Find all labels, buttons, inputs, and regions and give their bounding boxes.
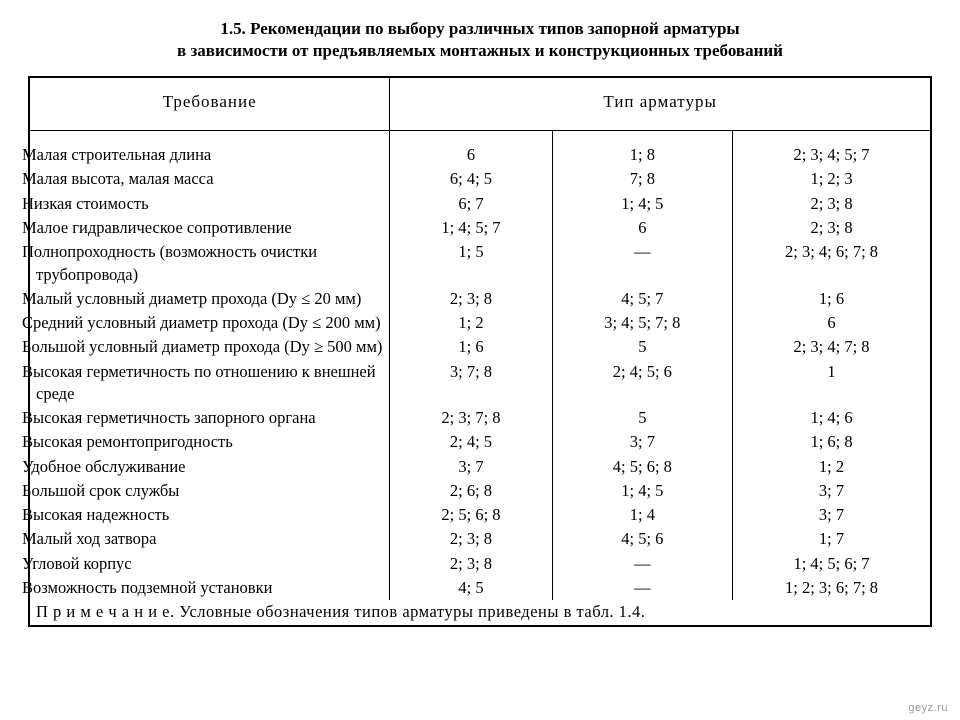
table-caption: 1.5. Рекомендации по выбору различных ти… bbox=[28, 18, 932, 62]
table-row: Высокая герметичность запорного органа2;… bbox=[29, 406, 931, 430]
value-cell: 1; 8 bbox=[552, 143, 732, 167]
spacer-row bbox=[29, 131, 931, 144]
table-row: Малая строительная длина61; 82; 3; 4; 5;… bbox=[29, 143, 931, 167]
table-row: Малая высота, малая масса6; 4; 57; 81; 2… bbox=[29, 167, 931, 191]
requirement-cell: Высокая надежность bbox=[29, 503, 390, 527]
value-cell: 2; 4; 5; 6 bbox=[552, 360, 732, 407]
table-row: Малое гидравлическое сопротивление1; 4; … bbox=[29, 216, 931, 240]
recommendations-table: Требование Тип арматуры Малая строительн… bbox=[28, 76, 932, 626]
value-cell: 3; 7 bbox=[733, 479, 931, 503]
value-cell: 1; 4; 5 bbox=[552, 192, 732, 216]
value-cell: 1; 2; 3 bbox=[733, 167, 931, 191]
value-cell: 7; 8 bbox=[552, 167, 732, 191]
value-cell: 3; 7; 8 bbox=[390, 360, 552, 407]
value-cell: — bbox=[552, 552, 732, 576]
table-row: Полнопроходность (возможность очистки тр… bbox=[29, 240, 931, 287]
value-cell: 1; 6 bbox=[733, 287, 931, 311]
value-cell: 1; 4; 6 bbox=[733, 406, 931, 430]
value-cell: 1; 2 bbox=[390, 311, 552, 335]
table-row: Большой срок службы2; 6; 81; 4; 53; 7 bbox=[29, 479, 931, 503]
requirement-cell: Высокая ремонтопригодность bbox=[29, 430, 390, 454]
value-cell: 6; 7 bbox=[390, 192, 552, 216]
table-row: Угловой корпус2; 3; 8—1; 4; 5; 6; 7 bbox=[29, 552, 931, 576]
requirement-cell: Высокая герметичность по отношению к вне… bbox=[29, 360, 390, 407]
value-cell: 2; 3; 8 bbox=[390, 552, 552, 576]
value-cell: 1; 7 bbox=[733, 527, 931, 551]
requirement-cell: Малый условный диаметр прохода (Dу ≤ 20 … bbox=[29, 287, 390, 311]
table-row: Высокая надежность2; 5; 6; 81; 43; 7 bbox=[29, 503, 931, 527]
value-cell: 2; 3; 8 bbox=[390, 527, 552, 551]
caption-line-2: в зависимости от предъявляемых монтажных… bbox=[177, 41, 783, 60]
value-cell: 1 bbox=[733, 360, 931, 407]
value-cell: 1; 4; 5; 6; 7 bbox=[733, 552, 931, 576]
value-cell: 2; 3; 8 bbox=[733, 192, 931, 216]
requirement-cell: Большой условный диаметр прохода (Dу ≥ 5… bbox=[29, 335, 390, 359]
value-cell: — bbox=[552, 240, 732, 287]
requirement-cell: Полнопроходность (возможность очистки тр… bbox=[29, 240, 390, 287]
value-cell: 1; 4 bbox=[552, 503, 732, 527]
value-cell: 4; 5; 6 bbox=[552, 527, 732, 551]
table-footnote: П р и м е ч а н и е. Условные обозначени… bbox=[36, 602, 645, 621]
value-cell: 3; 4; 5; 7; 8 bbox=[552, 311, 732, 335]
watermark: geyz.ru bbox=[908, 702, 948, 714]
table-row: Средний условный диаметр прохода (Dу ≤ 2… bbox=[29, 311, 931, 335]
requirement-cell: Средний условный диаметр прохода (Dу ≤ 2… bbox=[29, 311, 390, 335]
value-cell: 4; 5; 7 bbox=[552, 287, 732, 311]
header-requirement: Требование bbox=[29, 77, 390, 131]
value-cell: 1; 4; 5 bbox=[552, 479, 732, 503]
requirement-cell: Малая высота, малая масса bbox=[29, 167, 390, 191]
value-cell: 2; 3; 4; 5; 7 bbox=[733, 143, 931, 167]
value-cell: 2; 3; 4; 7; 8 bbox=[733, 335, 931, 359]
value-cell: 6; 4; 5 bbox=[390, 167, 552, 191]
requirement-cell: Низкая стоимость bbox=[29, 192, 390, 216]
value-cell: 2; 3; 7; 8 bbox=[390, 406, 552, 430]
value-cell: 1; 5 bbox=[390, 240, 552, 287]
value-cell: 5 bbox=[552, 406, 732, 430]
table-row: Возможность подземной установки4; 5—1; 2… bbox=[29, 576, 931, 600]
table-row: Малый ход затвора2; 3; 84; 5; 61; 7 bbox=[29, 527, 931, 551]
table-body: Малая строительная длина61; 82; 3; 4; 5;… bbox=[29, 131, 931, 601]
table-footnote-row: П р и м е ч а н и е. Условные обозначени… bbox=[29, 600, 931, 625]
value-cell: 3; 7 bbox=[733, 503, 931, 527]
requirement-cell: Большой срок службы bbox=[29, 479, 390, 503]
value-cell: 6 bbox=[733, 311, 931, 335]
table-row: Малый условный диаметр прохода (Dу ≤ 20 … bbox=[29, 287, 931, 311]
requirement-cell: Малая строительная длина bbox=[29, 143, 390, 167]
requirement-cell: Высокая герметичность запорного органа bbox=[29, 406, 390, 430]
value-cell: 3; 7 bbox=[552, 430, 732, 454]
value-cell: 1; 4; 5; 7 bbox=[390, 216, 552, 240]
value-cell: 1; 2; 3; 6; 7; 8 bbox=[733, 576, 931, 600]
requirement-cell: Угловой корпус bbox=[29, 552, 390, 576]
value-cell: — bbox=[552, 576, 732, 600]
value-cell: 5 bbox=[552, 335, 732, 359]
value-cell: 6 bbox=[390, 143, 552, 167]
value-cell: 2; 3; 4; 6; 7; 8 bbox=[733, 240, 931, 287]
value-cell: 4; 5; 6; 8 bbox=[552, 455, 732, 479]
requirement-cell: Возможность подземной установки bbox=[29, 576, 390, 600]
value-cell: 6 bbox=[552, 216, 732, 240]
value-cell: 1; 2 bbox=[733, 455, 931, 479]
table-row: Высокая ремонтопригодность2; 4; 53; 71; … bbox=[29, 430, 931, 454]
table-row: Высокая герметичность по отношению к вне… bbox=[29, 360, 931, 407]
value-cell: 2; 6; 8 bbox=[390, 479, 552, 503]
table-row: Большой условный диаметр прохода (Dу ≥ 5… bbox=[29, 335, 931, 359]
requirement-cell: Удобное обслуживание bbox=[29, 455, 390, 479]
caption-line-1: 1.5. Рекомендации по выбору различных ти… bbox=[220, 19, 739, 38]
value-cell: 2; 4; 5 bbox=[390, 430, 552, 454]
table-row: Удобное обслуживание3; 74; 5; 6; 81; 2 bbox=[29, 455, 931, 479]
requirement-cell: Малый ход затвора bbox=[29, 527, 390, 551]
value-cell: 4; 5 bbox=[390, 576, 552, 600]
requirement-cell: Малое гидравлическое сопротивление bbox=[29, 216, 390, 240]
value-cell: 2; 3; 8 bbox=[390, 287, 552, 311]
table-header-row: Требование Тип арматуры bbox=[29, 77, 931, 131]
value-cell: 3; 7 bbox=[390, 455, 552, 479]
value-cell: 2; 3; 8 bbox=[733, 216, 931, 240]
header-type: Тип арматуры bbox=[390, 77, 931, 131]
value-cell: 2; 5; 6; 8 bbox=[390, 503, 552, 527]
value-cell: 1; 6; 8 bbox=[733, 430, 931, 454]
value-cell: 1; 6 bbox=[390, 335, 552, 359]
table-row: Низкая стоимость6; 71; 4; 52; 3; 8 bbox=[29, 192, 931, 216]
